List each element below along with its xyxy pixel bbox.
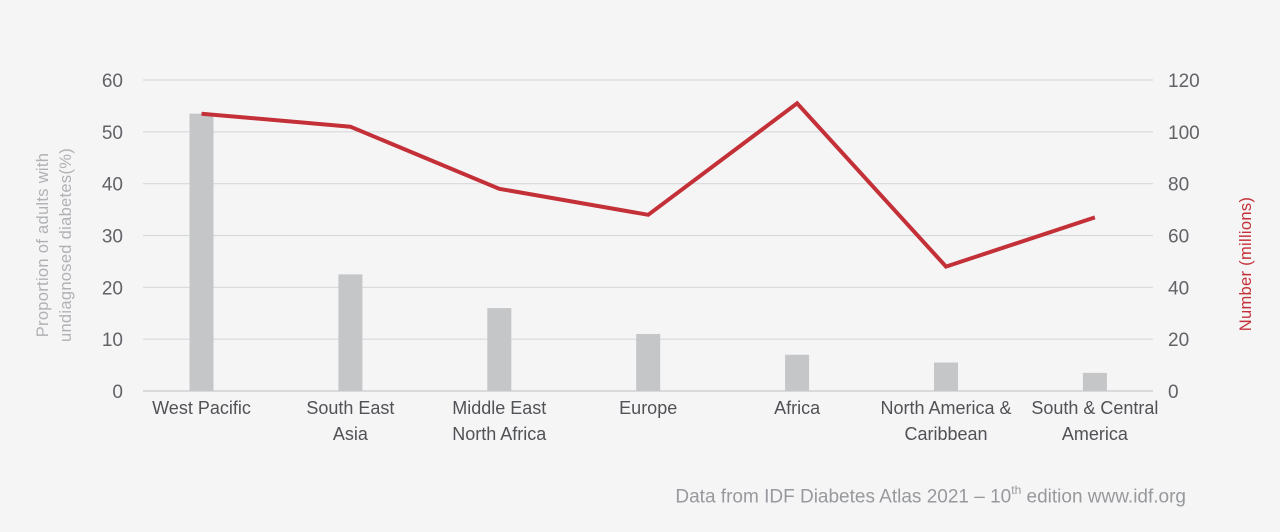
- category-label: North America & Caribbean: [880, 398, 1011, 444]
- category-label-line: Middle East: [452, 398, 546, 418]
- source-caption-suffix: edition www.idf.org: [1021, 486, 1186, 508]
- right-axis-tick-label: 20: [1168, 330, 1189, 351]
- category-label-line: North America &: [880, 398, 1011, 418]
- left-axis-tick-label: 40: [102, 175, 123, 196]
- source-caption: Data from IDF Diabetes Atlas 2021 – 10th…: [675, 483, 1186, 508]
- category-label-line: South East: [306, 398, 394, 418]
- category-label-line: North Africa: [452, 424, 547, 444]
- bar: [934, 362, 958, 391]
- left-axis-title-line2: undiagnosed diabetes(%): [57, 147, 75, 343]
- left-axis-tick-label: 50: [102, 123, 123, 144]
- right-axis-tick-label: 120: [1168, 71, 1200, 92]
- left-axis-tick-label: 30: [102, 227, 123, 248]
- source-caption-prefix: Data from IDF Diabetes Atlas 2021 – 10: [675, 486, 1012, 508]
- right-axis-title: Number (millions): [1235, 174, 1257, 354]
- right-axis-tick-label: 60: [1168, 227, 1189, 248]
- left-axis-tick-label: 10: [102, 330, 123, 351]
- category-label-line: South & Central: [1031, 398, 1158, 418]
- right-axis-tick-label: 80: [1168, 175, 1189, 196]
- bar: [636, 333, 661, 391]
- left-axis-tick-label: 60: [102, 71, 123, 92]
- ordinal-superscript: th: [1011, 483, 1022, 497]
- category-label-line: America: [1062, 424, 1129, 444]
- category-label-line: West Pacific: [152, 398, 251, 418]
- category-label: Europe: [619, 398, 677, 418]
- category-label-line: Europe: [619, 398, 677, 418]
- right-axis-tick-label: 0: [1168, 382, 1179, 403]
- trend-line: [201, 100, 1096, 269]
- left-axis-title: Proportion of adults with undiagnosed di…: [32, 130, 78, 360]
- bar: [487, 308, 512, 391]
- bar: [338, 274, 363, 391]
- category-label: Africa: [774, 398, 821, 418]
- category-label-line: Africa: [774, 398, 821, 418]
- bar: [1082, 372, 1107, 391]
- left-axis-title-line1: Proportion of adults with: [34, 152, 52, 338]
- bar: [785, 354, 810, 391]
- category-label: Middle East North Africa: [452, 398, 547, 444]
- left-axis-tick-label: 20: [102, 278, 123, 299]
- right-axis-title-text: Number (millions): [1237, 196, 1255, 332]
- left-axis-tick-label: 0: [112, 382, 123, 403]
- category-label: South & Central America: [1031, 398, 1158, 444]
- category-label-line: Caribbean: [904, 424, 987, 444]
- category-label: West Pacific: [152, 398, 251, 418]
- category-label: South East Asia: [306, 398, 394, 444]
- right-axis-tick-label: 40: [1168, 278, 1189, 299]
- category-label-line: Asia: [333, 424, 369, 444]
- bar: [189, 113, 214, 392]
- right-axis-tick-label: 100: [1168, 123, 1200, 144]
